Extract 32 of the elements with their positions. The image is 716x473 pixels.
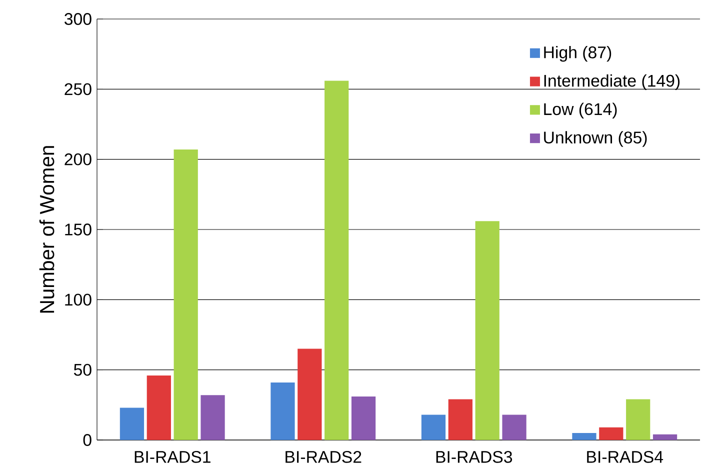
- legend-label: Unknown (85): [544, 131, 647, 147]
- x-tick-label: BI-RADS4: [587, 450, 664, 463]
- bar: [146, 375, 171, 440]
- bar: [270, 382, 295, 440]
- y-tick-label: 100: [65, 294, 92, 306]
- legend-label: High (87): [544, 46, 612, 62]
- y-tick-label: 250: [64, 83, 92, 96]
- bar: [652, 434, 678, 440]
- y-tick-label: 300: [64, 13, 92, 25]
- x-tick-label: BI-RADS1: [134, 450, 210, 463]
- bar: [298, 348, 322, 440]
- y-tick-label: 150: [65, 224, 92, 236]
- y-axis-title: Number of Women: [39, 146, 54, 313]
- y-tick-label: 0: [83, 434, 92, 446]
- bar: [421, 414, 446, 440]
- bar: [324, 80, 349, 440]
- y-tick-label: 50: [74, 364, 92, 376]
- legend-label: Low (614): [544, 102, 617, 118]
- legend-label: Intermediate (149): [544, 74, 680, 90]
- bar: [200, 395, 225, 440]
- y-tick-label: 200: [64, 153, 92, 166]
- x-tick-label: BI-RADS2: [286, 450, 362, 463]
- bar: [599, 427, 624, 440]
- bar: [572, 432, 596, 440]
- bar: [448, 399, 472, 440]
- bar: [120, 408, 144, 440]
- bar: [351, 396, 376, 440]
- x-tick-label: BI-RADS3: [436, 450, 512, 463]
- bar: [502, 414, 526, 440]
- bar: [626, 399, 650, 440]
- bar: [475, 221, 500, 440]
- bar: [174, 150, 198, 440]
